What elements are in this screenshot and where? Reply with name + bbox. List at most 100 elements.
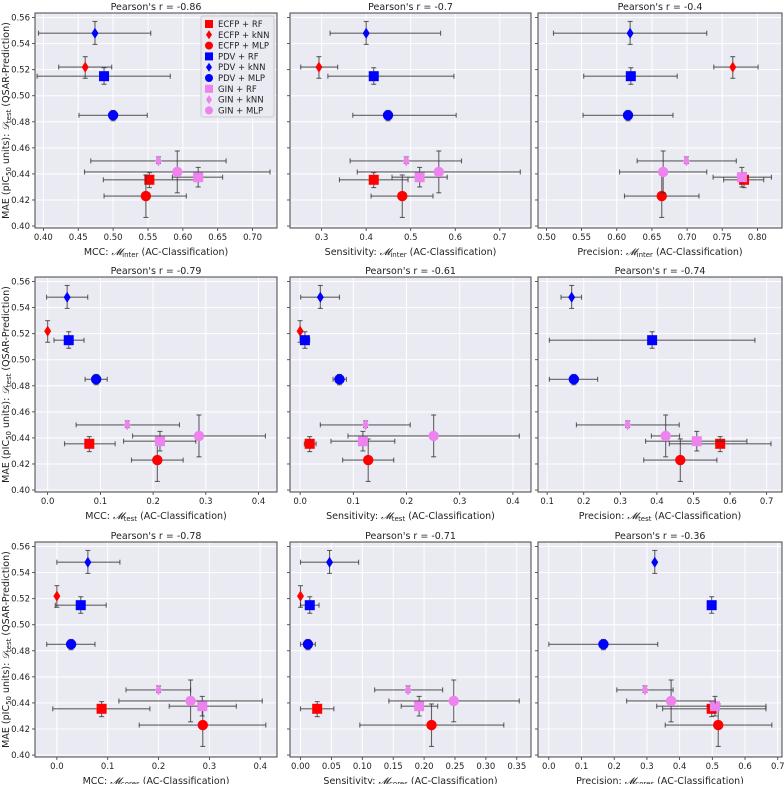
plot-frame — [34, 276, 278, 493]
legend-item: PDV + MLP — [205, 74, 265, 84]
xtick-label: 0.3 — [614, 497, 628, 507]
data-point-gin-mlp — [619, 150, 708, 194]
legend-frame — [200, 15, 275, 118]
legend-label: ECFP + kNN — [218, 31, 270, 41]
data-point-pdv-knn — [46, 284, 89, 309]
ylabel-sub: 50 — [5, 431, 13, 440]
ytick-label: 0.54 — [11, 40, 30, 50]
marker-circle — [363, 454, 374, 466]
marker-diamond — [44, 325, 52, 337]
data-point-ecfp-rf — [52, 701, 151, 718]
marker-circle — [382, 110, 394, 121]
xtick-label: 0.4 — [359, 233, 373, 243]
plot-frame — [289, 276, 532, 493]
xtick-label: 0.1 — [540, 497, 554, 507]
plot-frame — [537, 541, 783, 758]
marker-square — [304, 438, 315, 449]
marker-square — [312, 703, 323, 714]
xtick-label: 0.5 — [706, 762, 720, 772]
xtick-label: 0.3 — [453, 497, 467, 507]
marker-diamond — [296, 325, 304, 337]
xlabel-metric: MCC — [85, 511, 107, 522]
ylabel-dataset: 𝒟 — [1, 385, 12, 395]
ytick-label: 0.42 — [11, 196, 30, 206]
ytick-label: 0.46 — [11, 673, 30, 683]
panel-title: Pearson's r = -0.78 — [111, 531, 202, 542]
marker-circle — [448, 695, 459, 707]
panel-title: Pearson's r = -0.86 — [111, 2, 202, 13]
xlabel-suffix: (AC-Classification) — [138, 247, 228, 258]
marker-circle — [568, 374, 580, 385]
data-point-gin-mlp — [118, 679, 263, 723]
plot-background — [35, 542, 277, 757]
marker-diamond — [315, 61, 323, 73]
marker-circle — [660, 430, 671, 442]
marker-square — [709, 701, 720, 712]
data-point-pdv-rf — [53, 331, 85, 349]
data-point-pdv-mlp — [352, 109, 457, 122]
xtick-label: 0.5 — [404, 233, 418, 243]
xtick-label: 0.00 — [291, 762, 310, 772]
data-point-pdv-mlp — [582, 109, 674, 122]
plot-frame — [34, 12, 278, 229]
xlabel-script: 𝓜 — [380, 247, 394, 258]
data-point-gin-knn — [575, 419, 680, 431]
xtick-label: 0.55 — [139, 233, 158, 243]
marker-diamond — [682, 155, 690, 167]
xlabel-script: 𝓜 — [627, 511, 641, 522]
data-point-ecfp-mlp — [130, 438, 184, 482]
data-point-gin-mlp — [650, 414, 681, 458]
data-point-gin-knn — [636, 155, 737, 167]
data-point-gin-rf — [171, 166, 224, 188]
data-point-ecfp-knn — [58, 56, 113, 79]
ytick-label: 0.52 — [11, 595, 30, 605]
xtick-label: 0.1 — [101, 762, 115, 772]
xtick-label: 0.1 — [347, 497, 361, 507]
marker-square — [647, 335, 658, 346]
marker-square — [63, 335, 74, 346]
xtick-label: 0.1 — [575, 762, 589, 772]
xtick-label: 0.75 — [713, 233, 732, 243]
xlabel-suffix: (AC-Classification) — [408, 776, 498, 784]
data-point-ecfp-mlp — [643, 438, 718, 482]
xtick-label: 0.2 — [577, 497, 591, 507]
data-point-pdv-knn — [56, 549, 121, 574]
x-axis-label: Precision: 𝓜test (AC-Classification) — [579, 511, 741, 523]
marker-diamond — [53, 590, 61, 602]
xlabel-colon: : — [105, 247, 111, 258]
ytick-label: 0.48 — [11, 118, 30, 128]
data-point-gin-rf — [712, 166, 773, 188]
xtick-label: 0.2 — [146, 497, 160, 507]
marker-diamond — [402, 155, 410, 167]
legend-item: GIN + RF — [205, 84, 257, 95]
marker-diamond — [326, 556, 334, 568]
marker-diamond — [626, 27, 634, 39]
marker-diamond — [316, 291, 324, 303]
xtick-label: 0.40 — [34, 233, 53, 243]
xlabel-colon: : — [620, 247, 626, 258]
xlabel-subscript: inter — [390, 251, 406, 259]
data-point-ecfp-mlp — [103, 174, 187, 218]
xlabel-suffix: (AC-Classification) — [654, 776, 744, 784]
xlabel-colon: : — [619, 776, 625, 784]
xlabel-subscript: test — [124, 515, 138, 523]
xtick-label: 0.80 — [748, 233, 767, 243]
legend-label: GIN + MLP — [218, 106, 263, 116]
xtick-label: 0.1 — [94, 497, 108, 507]
y-axis-label: MAE (pIC50 units): 𝒟test (QSAR-Predictio… — [1, 22, 13, 219]
data-point-gin-mlp — [356, 150, 521, 194]
marker-circle — [107, 110, 119, 121]
xlabel-colon: : — [621, 511, 627, 522]
marker-diamond — [91, 27, 99, 39]
marker-square — [144, 174, 155, 185]
plot-frame — [537, 276, 783, 493]
data-point-pdv-knn — [552, 20, 708, 45]
ytick-label: 0.52 — [11, 330, 30, 340]
xtick-label: 0.7 — [493, 233, 507, 243]
marker-square — [368, 174, 379, 185]
data-point-gin-knn — [75, 419, 181, 431]
xtick-label: 0.50 — [537, 233, 556, 243]
xtick-label: 0.60 — [173, 233, 192, 243]
xtick-label: 0.2 — [400, 497, 414, 507]
data-point-ecfp-rf — [303, 436, 317, 453]
